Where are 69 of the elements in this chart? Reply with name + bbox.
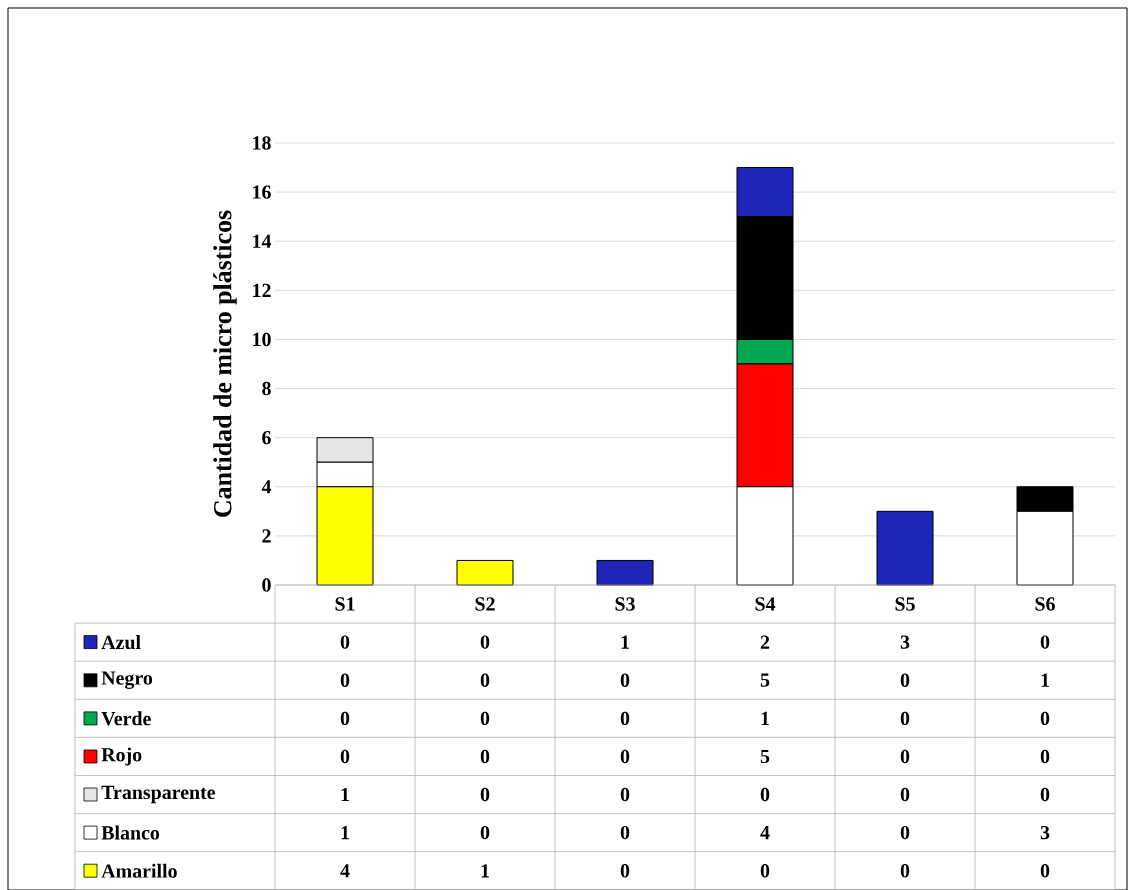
data-label: 0 (480, 635, 490, 649)
legend-label: Verde (101, 711, 151, 726)
data-label: 0 (620, 825, 630, 840)
data-label: 0 (900, 749, 910, 764)
x-tick-label: S5 (895, 597, 915, 611)
data-label: 1 (621, 635, 629, 649)
bar (876, 510, 934, 586)
data-label: 1 (1041, 673, 1049, 687)
data-label: 2 (760, 635, 770, 649)
data-label: 0 (1040, 749, 1050, 764)
data-label: 0 (340, 635, 350, 649)
x-tick-label: S4 (755, 597, 776, 611)
y-tick-label: 16 (253, 185, 271, 199)
data-label: 0 (900, 864, 910, 878)
legend-label: Transparente (101, 785, 216, 804)
y-tick-label: 10 (253, 332, 271, 347)
data-label: 0 (620, 864, 630, 878)
data-label: 3 (900, 635, 910, 649)
data-label: 0 (900, 711, 910, 726)
data-label: 0 (760, 787, 770, 802)
data-label: 1 (341, 826, 349, 840)
data-label: 4 (340, 864, 350, 878)
bar (596, 559, 654, 586)
x-tick-label: S6 (1035, 597, 1055, 611)
data-label: 0 (480, 711, 490, 726)
data-label: 0 (1040, 635, 1050, 649)
legend-label: Azul (101, 635, 141, 650)
data-label: 0 (900, 825, 910, 840)
data-label: 0 (900, 787, 910, 802)
x-tick-label: S1 (335, 597, 355, 611)
y-tick-label: 14 (253, 234, 272, 248)
y-tick-label: 18 (253, 136, 271, 150)
data-label: 0 (760, 864, 770, 878)
data-label: 4 (760, 826, 770, 840)
legend-label: Rojo (101, 747, 142, 766)
data-label: 0 (620, 711, 630, 726)
data-label: 3 (1040, 825, 1050, 840)
data-label: 0 (1040, 864, 1050, 878)
data-label: 0 (480, 749, 490, 764)
y-tick-label: 4 (261, 480, 272, 494)
data-label: 1 (481, 864, 489, 878)
data-label: 5 (760, 673, 770, 687)
data-label: 0 (340, 749, 350, 764)
legend-label: Blanco (101, 825, 160, 840)
data-label: 0 (1040, 787, 1050, 802)
data-label: 0 (620, 749, 630, 764)
y-tick-label: 6 (262, 430, 271, 445)
data-label: 0 (480, 825, 490, 840)
data-label: 1 (761, 711, 769, 725)
data-label: 0 (480, 787, 490, 802)
legend-label: Amarillo (101, 863, 177, 878)
legend-label: Negro (101, 671, 153, 689)
y-tick-label: 0 (262, 578, 271, 592)
data-label: 5 (760, 749, 770, 764)
data-label: 0 (1040, 711, 1050, 726)
data-label: 0 (620, 787, 630, 802)
bar (456, 559, 514, 586)
data-label: 0 (340, 711, 350, 726)
data-label: 1 (341, 787, 349, 802)
data-label: 0 (620, 673, 630, 687)
y-tick-label: 12 (253, 283, 271, 297)
y-tick-label: 8 (262, 381, 271, 396)
x-tick-label: S3 (615, 597, 635, 611)
data-label: 0 (340, 673, 350, 687)
x-tick-label: S2 (475, 597, 495, 611)
data-label: 0 (900, 673, 910, 687)
y-axis-title: Cantidad de micro plásticos (213, 210, 237, 517)
data-label: 0 (480, 673, 490, 687)
y-tick-label: 2 (262, 529, 271, 543)
